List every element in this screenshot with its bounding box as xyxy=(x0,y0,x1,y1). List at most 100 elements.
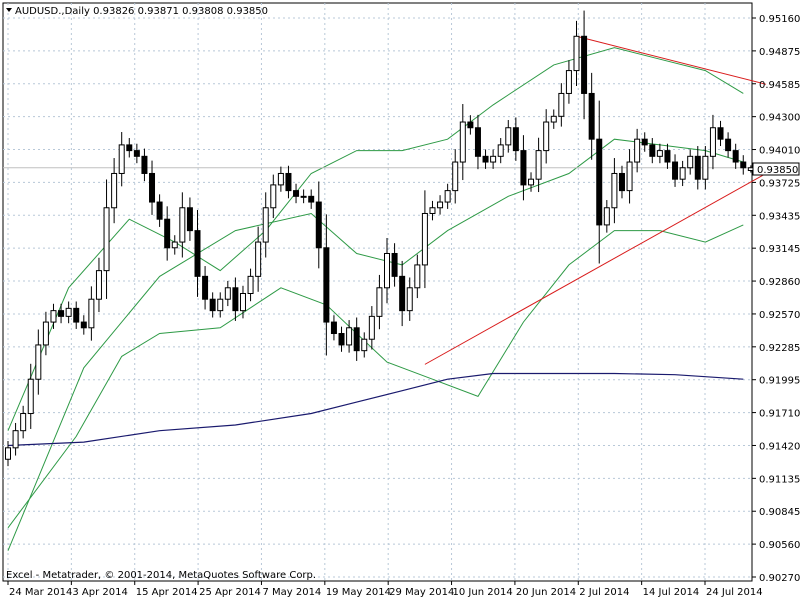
candle[interactable] xyxy=(323,214,330,356)
candle[interactable] xyxy=(20,405,27,439)
candle[interactable] xyxy=(171,235,178,255)
candle[interactable] xyxy=(505,120,512,153)
candle[interactable] xyxy=(361,332,368,358)
candle[interactable] xyxy=(452,149,459,204)
candle[interactable] xyxy=(80,315,87,335)
candle[interactable] xyxy=(368,306,375,350)
candle[interactable] xyxy=(194,210,201,297)
candle[interactable] xyxy=(179,192,186,258)
candle[interactable] xyxy=(232,277,239,321)
candle[interactable] xyxy=(224,280,231,307)
candle[interactable] xyxy=(709,114,716,170)
candle[interactable] xyxy=(255,226,262,292)
candle[interactable] xyxy=(262,192,269,258)
candle[interactable] xyxy=(399,260,406,327)
candle[interactable] xyxy=(672,154,679,187)
candle[interactable] xyxy=(156,194,163,227)
candle[interactable] xyxy=(338,326,345,352)
candle[interactable] xyxy=(50,303,57,329)
candle[interactable] xyxy=(603,200,610,233)
candle[interactable] xyxy=(490,149,497,169)
candle[interactable] xyxy=(5,440,11,467)
trendline[interactable] xyxy=(424,173,767,365)
candle[interactable] xyxy=(687,149,694,175)
candle[interactable] xyxy=(164,206,171,261)
candle[interactable] xyxy=(437,195,444,215)
candle[interactable] xyxy=(12,422,19,456)
candle[interactable] xyxy=(512,117,519,161)
candle[interactable] xyxy=(565,60,572,104)
candle[interactable] xyxy=(186,197,193,241)
candle[interactable] xyxy=(293,183,300,204)
dropdown-arrow-icon[interactable] xyxy=(6,8,12,12)
candle[interactable] xyxy=(202,266,209,310)
candle[interactable] xyxy=(649,138,656,164)
candle[interactable] xyxy=(482,149,489,169)
candle[interactable] xyxy=(634,128,641,173)
candle[interactable] xyxy=(384,238,390,304)
candle[interactable] xyxy=(664,143,671,169)
candle[interactable] xyxy=(217,292,224,318)
candle[interactable] xyxy=(581,10,588,120)
candle[interactable] xyxy=(308,189,315,209)
candle[interactable] xyxy=(429,200,436,221)
candle[interactable] xyxy=(315,181,322,269)
candle[interactable] xyxy=(573,20,580,87)
candle[interactable] xyxy=(717,120,724,147)
candle[interactable] xyxy=(346,320,353,353)
candle[interactable] xyxy=(474,114,481,170)
candle[interactable] xyxy=(732,143,739,169)
candle[interactable] xyxy=(391,243,398,287)
candle[interactable] xyxy=(558,83,565,127)
trendline[interactable] xyxy=(576,35,767,85)
candle[interactable] xyxy=(725,132,732,158)
candle[interactable] xyxy=(42,311,49,356)
candle[interactable] xyxy=(88,286,95,341)
candle[interactable] xyxy=(149,160,156,215)
candle[interactable] xyxy=(414,254,421,299)
candle[interactable] xyxy=(27,363,34,429)
candle[interactable] xyxy=(111,158,118,224)
candle[interactable] xyxy=(58,303,65,324)
candle[interactable] xyxy=(300,189,307,204)
candle[interactable] xyxy=(95,257,102,313)
candle[interactable] xyxy=(35,329,42,395)
candle[interactable] xyxy=(353,317,360,361)
candle[interactable] xyxy=(239,285,246,319)
candle[interactable] xyxy=(618,165,625,199)
candle[interactable] xyxy=(376,274,383,330)
candle[interactable] xyxy=(535,137,542,193)
candle[interactable] xyxy=(550,109,557,129)
candle[interactable] xyxy=(141,148,148,182)
candle[interactable] xyxy=(330,315,337,341)
candle[interactable] xyxy=(444,183,451,209)
candle[interactable] xyxy=(702,146,709,190)
candle[interactable] xyxy=(543,109,550,164)
candle[interactable] xyxy=(694,146,701,190)
candle[interactable] xyxy=(467,115,474,135)
candle[interactable] xyxy=(126,138,133,158)
candle[interactable] xyxy=(611,158,618,224)
candle[interactable] xyxy=(247,268,254,302)
candle[interactable] xyxy=(133,143,140,164)
candle[interactable] xyxy=(588,72,595,160)
candle[interactable] xyxy=(656,143,663,164)
candle[interactable] xyxy=(641,132,648,152)
candle[interactable] xyxy=(520,135,527,201)
candle[interactable] xyxy=(285,165,292,199)
candle[interactable] xyxy=(626,149,633,204)
candle[interactable] xyxy=(679,160,686,187)
candle[interactable] xyxy=(406,277,413,321)
candle[interactable] xyxy=(209,292,216,318)
candle[interactable] xyxy=(497,138,504,164)
candle[interactable] xyxy=(65,301,72,324)
candle[interactable] xyxy=(270,174,277,219)
candle[interactable] xyxy=(459,104,466,181)
candle[interactable] xyxy=(528,172,535,192)
candle[interactable] xyxy=(73,301,80,329)
candle[interactable] xyxy=(421,190,428,289)
candle[interactable] xyxy=(277,166,284,192)
candle[interactable] xyxy=(596,100,603,264)
candle[interactable] xyxy=(118,132,125,187)
